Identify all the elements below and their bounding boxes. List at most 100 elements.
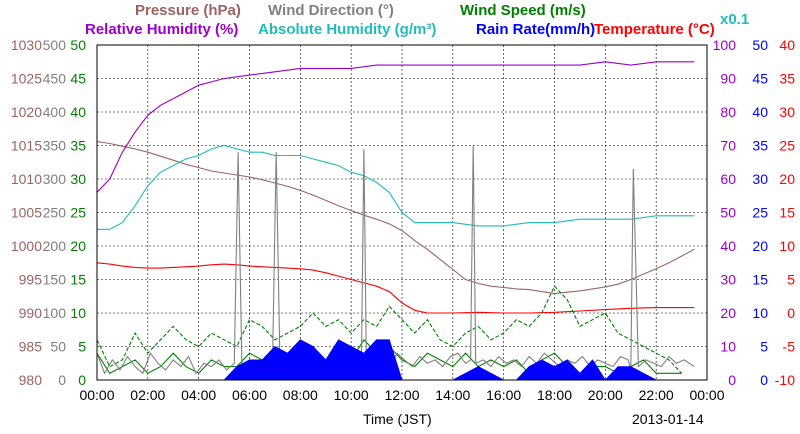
temperature-tick-label: 5 <box>787 272 795 288</box>
rain-rate-tick-label: 50 <box>752 37 768 53</box>
x-tick-label: 14:00 <box>435 387 470 403</box>
relative-humidity-tick-label: 80 <box>720 104 736 120</box>
wind-speed-tick-label: 10 <box>70 305 86 321</box>
x-tick-label: 00:00 <box>79 387 114 403</box>
temperature-tick-label: 10 <box>779 238 795 254</box>
temperature-tick-label: 40 <box>779 37 795 53</box>
relative-humidity-tick-label: 10 <box>720 339 736 355</box>
x-axis-ticks: 00:00 02:00 04:00 06:00 08:00 10:00 12:00 14:00… <box>79 387 724 403</box>
x-tick-label: 04:00 <box>181 387 216 403</box>
x-tick-label: 22:00 <box>639 387 674 403</box>
wind-speed-tick-label: 20 <box>70 238 86 254</box>
temperature-tick-label: 30 <box>779 104 795 120</box>
relative-humidity-tick-label: 20 <box>720 305 736 321</box>
x-tick-label: 18:00 <box>537 387 572 403</box>
plot-frame <box>96 44 708 381</box>
wind-speed-tick-label: 50 <box>70 37 86 53</box>
x-tick-label: 20:00 <box>588 387 623 403</box>
wind-speed-tick-label: 15 <box>70 272 86 288</box>
wind-speed-tick-label: 0 <box>78 372 86 388</box>
relative-humidity-tick-label: 70 <box>720 138 736 154</box>
wind-direction-tick-label: 250 <box>43 205 67 221</box>
x-tick-label: 00:00 <box>689 387 724 403</box>
temperature-tick-label: 20 <box>779 171 795 187</box>
rain-rate-tick-label: 0 <box>760 372 768 388</box>
x-tick-label: 06:00 <box>232 387 267 403</box>
wind-speed-tick-label: 35 <box>70 138 86 154</box>
x-tick-label: 16:00 <box>486 387 521 403</box>
wind-direction-tick-label: 50 <box>50 339 66 355</box>
relative-humidity-tick-label: 100 <box>713 37 737 53</box>
rain-rate-tick-label: 25 <box>752 205 768 221</box>
wind-direction-tick-label: 400 <box>43 104 67 120</box>
pressure-tick-label: 1030 <box>11 37 42 53</box>
rain-rate-tick-label: 45 <box>752 71 768 87</box>
relative-humidity-tick-label: 0 <box>728 372 736 388</box>
relative-humidity-tick-label: 30 <box>720 272 736 288</box>
temperature-tick-label: 0 <box>787 305 795 321</box>
rain-rate-tick-label: 15 <box>752 272 768 288</box>
relative-humidity-tick-label: 60 <box>720 171 736 187</box>
temperature-tick-label: -10 <box>775 372 795 388</box>
legend-wind-speed: Wind Speed (m/s) <box>460 2 586 19</box>
wind-direction-tick-label: 350 <box>43 138 67 154</box>
legend-wind-direction: Wind Direction (°) <box>268 2 394 19</box>
wind-direction-tick-label: 0 <box>58 372 66 388</box>
wind-direction-tick-label: 100 <box>43 305 67 321</box>
relative-humidity-tick-label: 90 <box>720 71 736 87</box>
pressure-tick-label: 980 <box>19 372 43 388</box>
series-pressure-hpa <box>96 140 695 295</box>
series-temperature-c <box>96 262 695 314</box>
temperature-axis-ticks: 40 35 30 25 20 15 10 5 0 -5 -10 <box>775 37 795 388</box>
rain-rate-tick-label: 5 <box>760 339 768 355</box>
pressure-tick-label: 1010 <box>11 171 42 187</box>
legend-pressure: Pressure (hPa) <box>135 2 241 19</box>
wind-speed-tick-label: 25 <box>70 205 86 221</box>
temperature-tick-label: 15 <box>779 205 795 221</box>
series-absolute-humidity-g-m <box>97 144 695 230</box>
rain-rate-tick-label: 10 <box>752 305 768 321</box>
temperature-tick-label: 35 <box>779 71 795 87</box>
legend-rain-rate: Rain Rate(mm/h) <box>476 21 595 38</box>
pressure-tick-label: 1005 <box>11 205 42 221</box>
wind-direction-tick-label: 300 <box>43 171 67 187</box>
x-tick-label: 02:00 <box>130 387 165 403</box>
rain-rate-tick-label: 40 <box>752 104 768 120</box>
legend-rain-scale: x0.1 <box>720 11 749 28</box>
relative-humidity-tick-label: 50 <box>720 205 736 221</box>
pressure-tick-label: 1025 <box>11 71 42 87</box>
wind-speed-tick-label: 45 <box>70 71 86 87</box>
rain-rate-tick-label: 30 <box>752 171 768 187</box>
grid <box>97 45 707 380</box>
legend-temperature: Temperature (°C) <box>594 21 715 38</box>
x-axis-title: Time (JST) <box>363 411 432 427</box>
series-wind-speed-gust-m-s <box>96 285 682 374</box>
temperature-tick-label: -5 <box>783 339 796 355</box>
wind-direction-tick-label: 200 <box>43 238 67 254</box>
legend-relative-humidity: Relative Humidity (%) <box>85 21 238 38</box>
pressure-tick-label: 1000 <box>11 238 42 254</box>
legend-absolute-humidity: Absolute Humidity (g/m³) <box>258 21 436 38</box>
pressure-tick-label: 985 <box>19 339 43 355</box>
pressure-tick-label: 1020 <box>11 104 42 120</box>
x-tick-label: 08:00 <box>283 387 318 403</box>
wind-speed-tick-label: 5 <box>78 339 86 355</box>
series-relative-humidity <box>96 61 695 193</box>
pressure-tick-label: 995 <box>19 272 43 288</box>
x-tick-label: 10:00 <box>334 387 369 403</box>
chart-date: 2013-01-14 <box>632 411 704 427</box>
rain-rate-tick-label: 35 <box>752 138 768 154</box>
pressure-axis-ticks: 1030 1025 1020 1015 1010 1005 1000 995 990 985 980 <box>11 37 42 388</box>
pressure-tick-label: 1015 <box>11 138 42 154</box>
wind-speed-tick-label: 40 <box>70 104 86 120</box>
relative-humidity-tick-label: 40 <box>720 238 736 254</box>
rain-rate-tick-label: 20 <box>752 238 768 254</box>
pressure-tick-label: 990 <box>19 305 43 321</box>
temperature-tick-label: 25 <box>779 138 795 154</box>
wind-direction-tick-label: 450 <box>43 71 67 87</box>
